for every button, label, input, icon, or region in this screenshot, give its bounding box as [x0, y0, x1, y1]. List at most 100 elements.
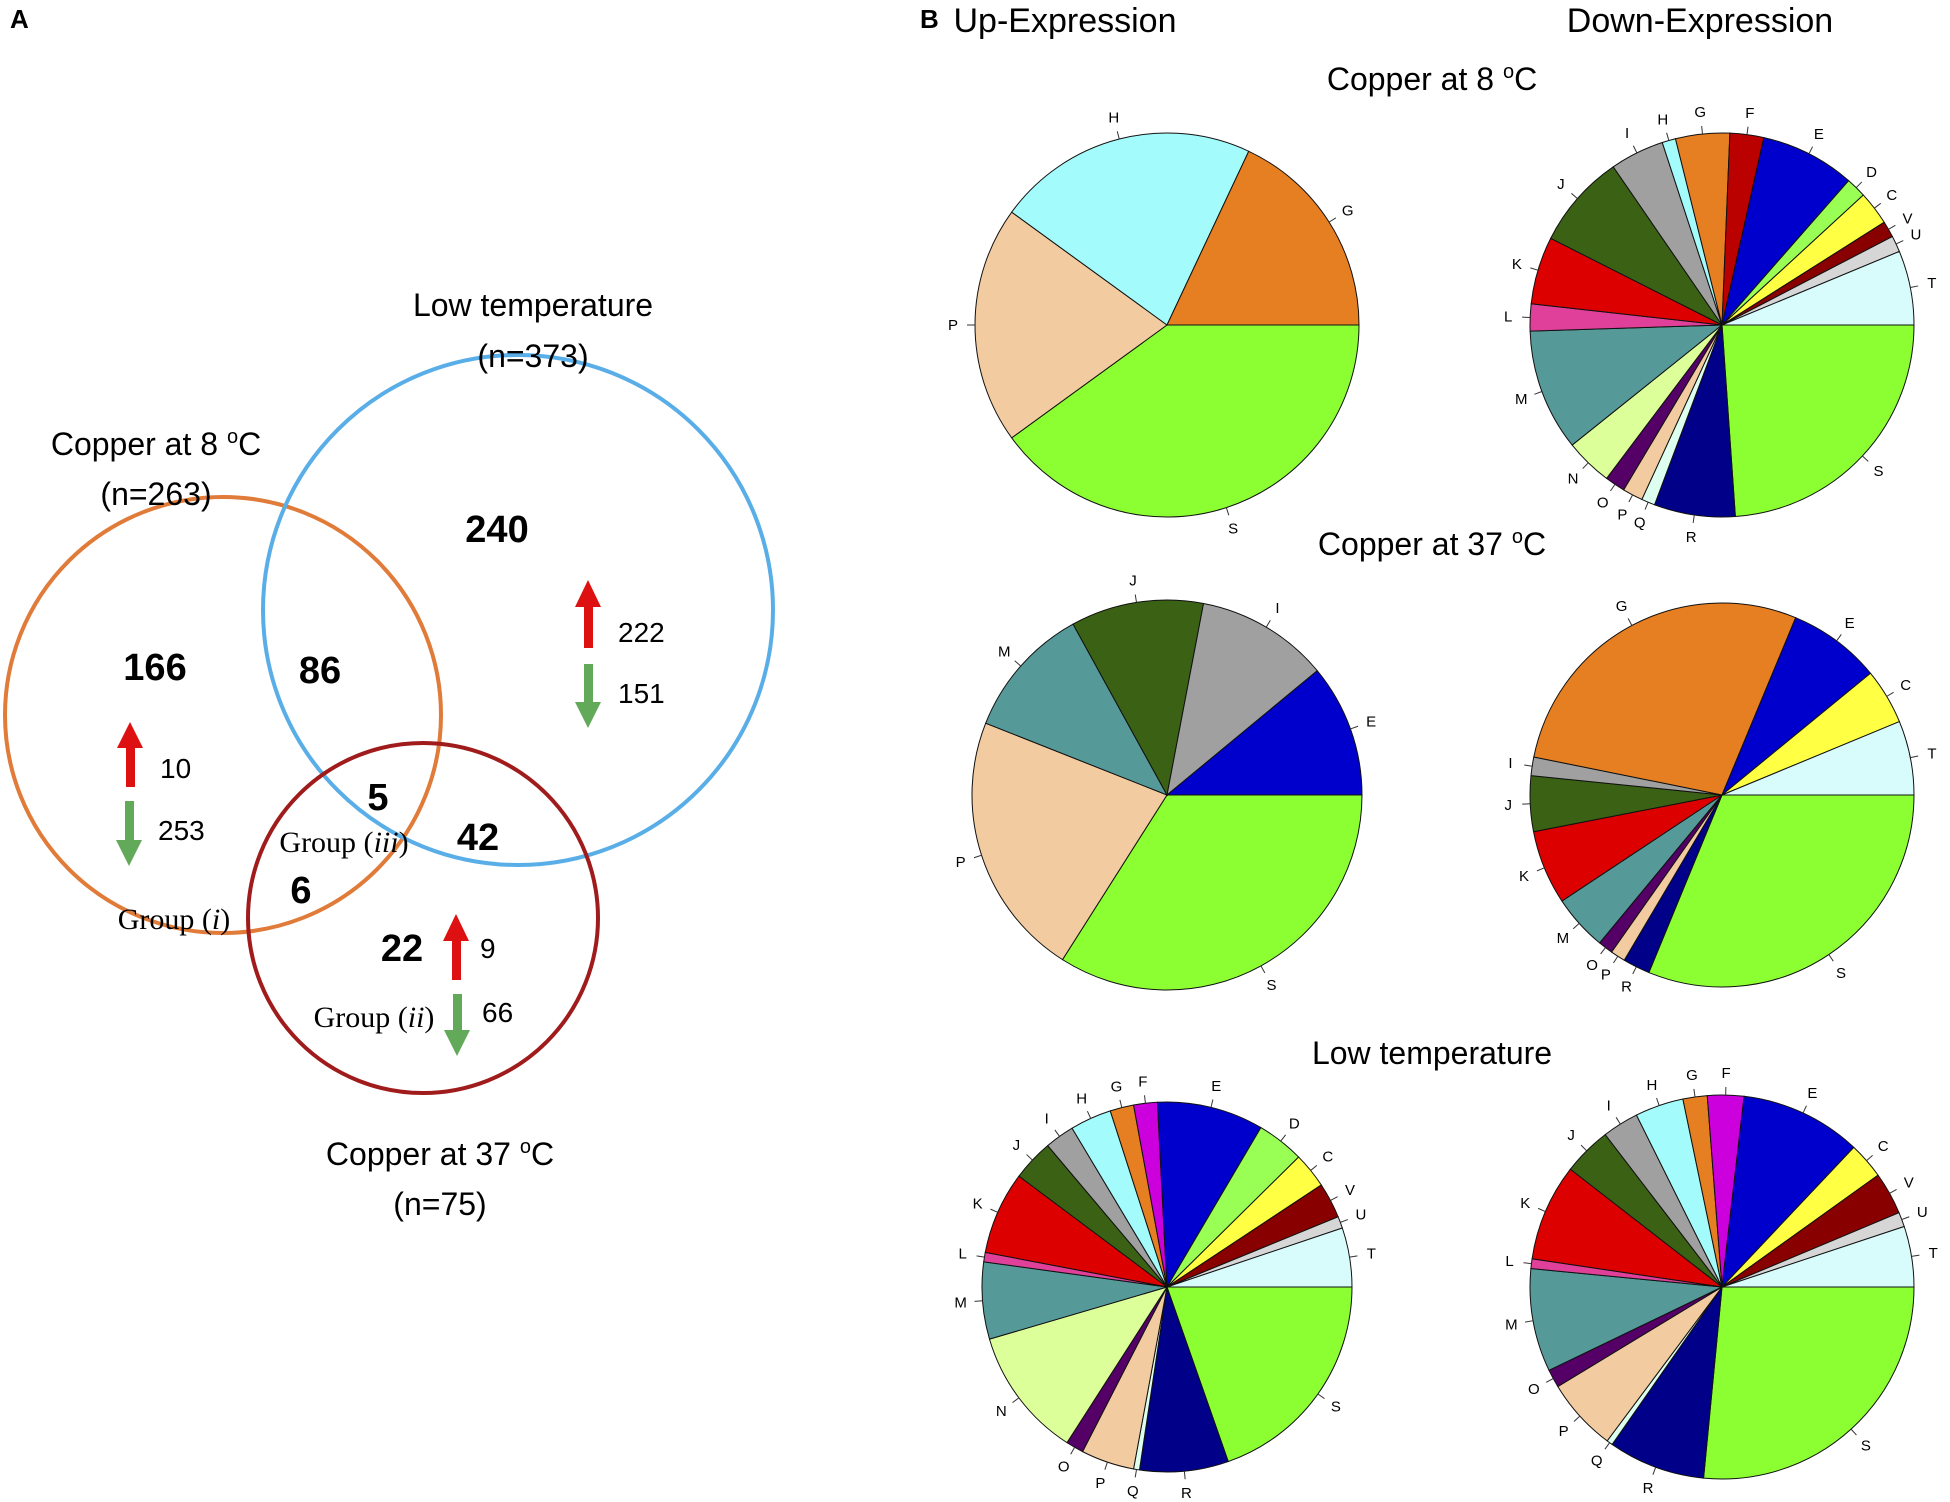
pie-tick-E [1802, 1105, 1807, 1114]
pie-label-E: E [1807, 1085, 1817, 1102]
pie-label-P: P [1601, 967, 1611, 984]
pie-tick-T [1910, 755, 1919, 759]
pie-label-C: C [1322, 1149, 1333, 1166]
venn-group-ii-label: Group (ii) [314, 1001, 435, 1034]
venn-label-low-temperature: Low temperature [413, 287, 653, 323]
pie-label-J: J [1504, 797, 1512, 814]
pie-label-F: F [1722, 1065, 1731, 1082]
venn-count-cu8-only: 166 [123, 647, 186, 689]
pie-tick-H [1666, 132, 1670, 141]
pie-tick-V [1888, 224, 1896, 230]
pie-label-P: P [956, 854, 966, 871]
pie-tick-G [1693, 1088, 1696, 1097]
pie-tick-U [1895, 240, 1904, 245]
pie-tick-P [1573, 1415, 1581, 1422]
pie-slice-J [1549, 166, 1723, 326]
pie-tick-H [1656, 1097, 1660, 1106]
pie-slice-K [1531, 1168, 1724, 1288]
pie-tick-M [1534, 391, 1543, 395]
pie-tick-M [1572, 922, 1580, 930]
pie-label-R: R [1621, 979, 1632, 996]
pie-label-E: E [1814, 126, 1824, 143]
pie-label-E: E [1366, 713, 1376, 730]
arrow-up-icon-lowtemp [575, 580, 601, 607]
venn-up-count-lowtemp: 222 [618, 617, 665, 648]
arrow-down-shaft-cu8 [125, 801, 134, 843]
pie-tick-O [1070, 1447, 1076, 1455]
pie-label-O: O [1058, 1458, 1070, 1475]
pie-tick-I [1524, 764, 1533, 767]
pie-copper-at-37-oc-up-expression: S P M J I E [956, 573, 1377, 994]
pie-copper-at-8-oc-up-expression: S P H G [948, 110, 1360, 538]
pie-tick-J [1571, 192, 1578, 200]
pie-tick-M [1014, 660, 1022, 667]
pie-label-Q: Q [1634, 515, 1646, 532]
pie-tick-N [1012, 1397, 1020, 1404]
venn-up-count-cu37: 9 [480, 933, 496, 964]
pie-label-J: J [1129, 573, 1137, 590]
pie-tick-T [1349, 1255, 1358, 1258]
pie-label-P: P [1095, 1475, 1105, 1492]
pie-tick-Q [1644, 502, 1649, 510]
pie-slice-T [1721, 720, 1915, 796]
pie-tick-C [1886, 691, 1894, 697]
venn-count-cu8-lowtemp: 86 [299, 650, 341, 692]
pie-label-U: U [1917, 1204, 1928, 1221]
pie-label-M: M [954, 1294, 967, 1311]
pie-label-V: V [1345, 1182, 1355, 1199]
pie-label-C: C [1878, 1138, 1889, 1155]
pie-tick-R [1692, 514, 1695, 523]
pie-tick-K [1530, 267, 1539, 271]
venn-count-lowtemp-only: 240 [465, 509, 528, 551]
pie-label-P: P [948, 317, 958, 334]
pie-slice-S [1010, 324, 1360, 518]
pie-tick-L [1523, 1262, 1532, 1265]
pie-label-G: G [1111, 1078, 1123, 1095]
arrow-up-shaft-cu8 [126, 745, 135, 787]
pie-label-I: I [1625, 125, 1629, 142]
pie-label-L: L [1504, 309, 1512, 326]
pie-label-H: H [1657, 111, 1668, 128]
pie-tick-M [974, 1300, 983, 1302]
pie-label-T: T [1927, 745, 1936, 762]
pie-slice-M [985, 623, 1169, 796]
arrow-down-shaft-lowtemp [584, 664, 593, 704]
pie-label-V: V [1903, 210, 1913, 227]
pie-label-I: I [1275, 600, 1279, 617]
pie-tick-T [1910, 285, 1919, 288]
pie-slice-E [1721, 1095, 1855, 1289]
pie-slice-S [1061, 794, 1363, 991]
pie-tick-N [1582, 462, 1589, 469]
pie-tick-K [1537, 1207, 1546, 1212]
pie-tick-I [1265, 620, 1271, 628]
pie-tick-P [1613, 955, 1619, 964]
venn-count-cu8-cu37: 6 [290, 870, 311, 912]
pie-tick-G [1328, 217, 1337, 223]
pie-label-M: M [998, 644, 1011, 661]
pie-label-J: J [1013, 1137, 1021, 1154]
venn-label-copper-37c: Copper at 37 oC [326, 1136, 554, 1172]
venn-label-copper-8c: Copper at 8 oC [51, 426, 261, 462]
pie-label-S: S [1267, 977, 1277, 994]
venn-circle-copper-37c [246, 741, 600, 1095]
pie-label-S: S [1861, 1437, 1871, 1454]
arrow-down-shaft-cu37 [453, 994, 462, 1032]
pie-label-O: O [1528, 1381, 1540, 1398]
arrow-down-icon-lowtemp [575, 702, 601, 728]
pie-label-L: L [1505, 1253, 1513, 1270]
pie-tick-P [1628, 494, 1634, 503]
venn-count-all-three: 5 [367, 777, 388, 819]
venn-n-low-temperature: (n=373) [477, 338, 588, 374]
pie-tick-U [1340, 1219, 1349, 1223]
pie-label-S: S [1331, 1399, 1341, 1416]
column-header-down: Down-Expression [1567, 2, 1833, 40]
pie-tick-V [1889, 1188, 1897, 1194]
venn-group-iii-label: Group (iii) [279, 826, 408, 859]
pie-label-T: T [1927, 275, 1936, 292]
pie-tick-T [1911, 1254, 1920, 1257]
pie-label-E: E [1845, 615, 1855, 632]
pie-row-title-copper-8c: Copper at 8 oC [1327, 61, 1537, 97]
pie-label-P: P [1617, 506, 1627, 523]
pie-tick-R [1183, 1471, 1186, 1480]
pie-slice-S [1648, 794, 1915, 988]
